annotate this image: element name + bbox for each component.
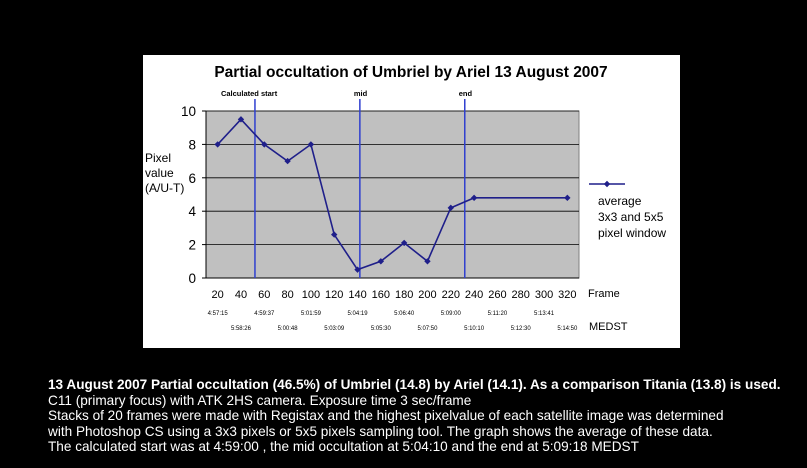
- data-point: [261, 141, 268, 148]
- event-marker-label: end: [459, 89, 473, 98]
- time-label: 5:07:50: [417, 326, 438, 332]
- y-axis-label: Pixel: [145, 151, 171, 165]
- caption-line-4: with Photoshop CS using a 3x3 pixels or …: [48, 423, 713, 439]
- x-tick-label: 320: [558, 289, 576, 301]
- caption-line-2: C11 (primary focus) with ATK 2HS camera.…: [48, 392, 472, 408]
- chart-title: Partial occultation of Umbriel by Ariel …: [214, 64, 607, 81]
- time-label: 5:03:09: [324, 326, 345, 332]
- time-label: 5:06:40: [394, 311, 415, 317]
- time-label: 5:13:41: [534, 311, 555, 317]
- time-label: 4:57:15: [208, 311, 229, 317]
- y-tick-label: 10: [181, 104, 196, 119]
- x-tick-label: 40: [235, 289, 247, 301]
- data-point: [331, 231, 338, 238]
- y-tick-label: 4: [188, 204, 196, 219]
- data-point: [470, 194, 478, 202]
- y-tick-label: 2: [188, 238, 196, 253]
- time-label: 5:09:00: [441, 311, 462, 317]
- legend-label: 3x3 and 5x5: [598, 210, 664, 224]
- legend-label: average: [598, 194, 642, 208]
- legend-marker: [603, 180, 611, 188]
- x-tick-label: 20: [212, 289, 224, 301]
- time-label: 4:59:37: [254, 311, 275, 317]
- x-tick-label: 140: [348, 289, 366, 301]
- plot-area: [205, 110, 580, 279]
- time-label: 5:05:30: [371, 326, 392, 332]
- y-tick-label: 0: [188, 271, 196, 286]
- x-tick-label: 120: [325, 289, 343, 301]
- event-marker-label: mid: [354, 89, 368, 98]
- x-tick-label: 100: [302, 289, 320, 301]
- x-tick-label: 300: [535, 289, 553, 301]
- data-point: [354, 266, 361, 273]
- x-tick-label: 80: [281, 289, 293, 301]
- x-tick-label: 200: [418, 289, 436, 301]
- event-marker-label: Calculated start: [221, 89, 278, 98]
- occultation-chart: Partial occultation of Umbriel by Ariel …: [145, 64, 666, 333]
- x-tick-label: 180: [395, 289, 413, 301]
- time-label: 5:11:20: [488, 311, 508, 317]
- time-label: 5:10:10: [464, 326, 485, 332]
- caption-line-5: The calculated start was at 4:59:00 , th…: [48, 439, 639, 455]
- x-tick-label: 240: [465, 289, 483, 301]
- x-tick-label: 160: [372, 289, 390, 301]
- time-label: 5:12:30: [511, 326, 532, 332]
- caption: 13 August 2007 Partial occultation (46.5…: [48, 377, 803, 455]
- x-tick-label: 280: [512, 289, 530, 301]
- data-point: [400, 239, 408, 247]
- y-axis-label: (A/U-T): [145, 181, 184, 195]
- chart-panel: Partial occultation of Umbriel by Ariel …: [143, 55, 680, 348]
- y-tick-label: 6: [188, 171, 196, 186]
- x-tick-label: 260: [488, 289, 506, 301]
- data-point: [564, 194, 571, 202]
- data-point: [377, 258, 385, 265]
- time-label: 5:00:48: [278, 326, 299, 332]
- data-point: [447, 204, 454, 212]
- caption-line-3: Stacks of 20 frames were made with Regis…: [48, 408, 724, 424]
- time-label: 5:14:50: [557, 326, 578, 332]
- x-axis-label: Frame: [588, 288, 620, 300]
- y-tick-label: 8: [188, 137, 196, 152]
- time-label: 5:01:59: [301, 311, 322, 317]
- data-point: [424, 258, 431, 265]
- time-label: 5:04:19: [348, 311, 369, 317]
- legend-label: pixel window: [598, 226, 666, 240]
- caption-line-1: 13 August 2007 Partial occultation (46.5…: [48, 377, 781, 392]
- y-axis-label: value: [145, 166, 174, 180]
- time-label: 5:58:26: [231, 326, 252, 332]
- data-point: [307, 141, 315, 148]
- x-tick-label: 60: [258, 289, 270, 301]
- data-point: [284, 157, 291, 165]
- x-tick-label: 220: [442, 289, 460, 301]
- time-axis-label: MEDST: [589, 321, 628, 333]
